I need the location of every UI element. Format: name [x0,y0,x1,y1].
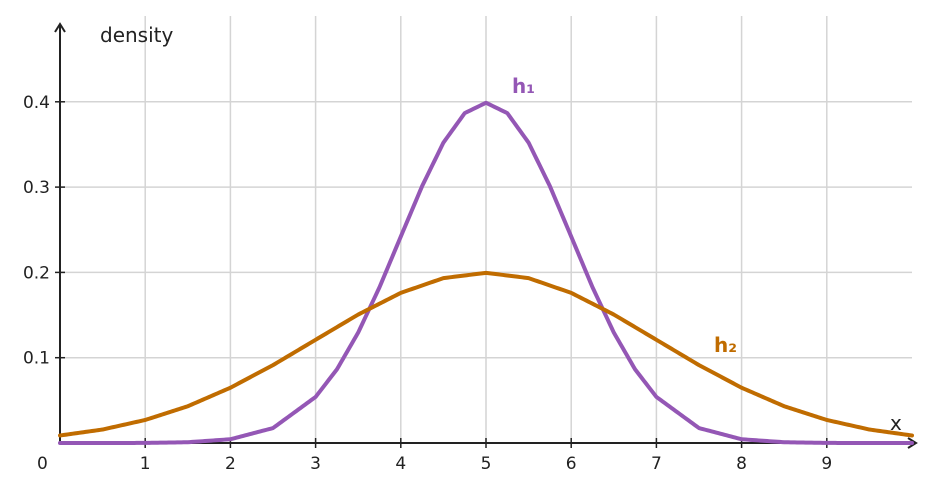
ticks: 1 2 3 4 5 6 7 8 9 0.1 0.2 0.3 0.4 [23,93,832,474]
x-tick-label-3: 3 [310,454,321,474]
x-tick-label-7: 7 [651,454,662,474]
series-line-h2 [58,270,914,438]
y-axis-title: density [100,23,173,47]
x-tick-label-9: 9 [821,454,832,474]
series-group [58,100,914,445]
y-tick-label-0: 0.1 [23,349,50,369]
grid [60,16,912,443]
axes [54,22,918,449]
x-tick-label-8: 8 [736,454,747,474]
x-axis-title: x [890,411,902,435]
origin-label: 0 [37,454,48,474]
x-tick-label-1: 1 [140,454,151,474]
y-tick-label-2: 0.3 [23,178,50,198]
x-tick-label-4: 4 [395,454,406,474]
labels-group: density x 0 h₁ h₂ [37,23,902,474]
x-tick-label-6: 6 [566,454,577,474]
y-tick-label-1: 0.2 [23,263,50,283]
y-tick-label-3: 0.4 [23,93,50,113]
x-tick-label-5: 5 [481,454,492,474]
series-line-h1 [58,100,914,445]
x-tick-label-2: 2 [225,454,236,474]
series-label-h1: h₁ [512,74,535,98]
series-label-h2: h₂ [714,333,737,357]
